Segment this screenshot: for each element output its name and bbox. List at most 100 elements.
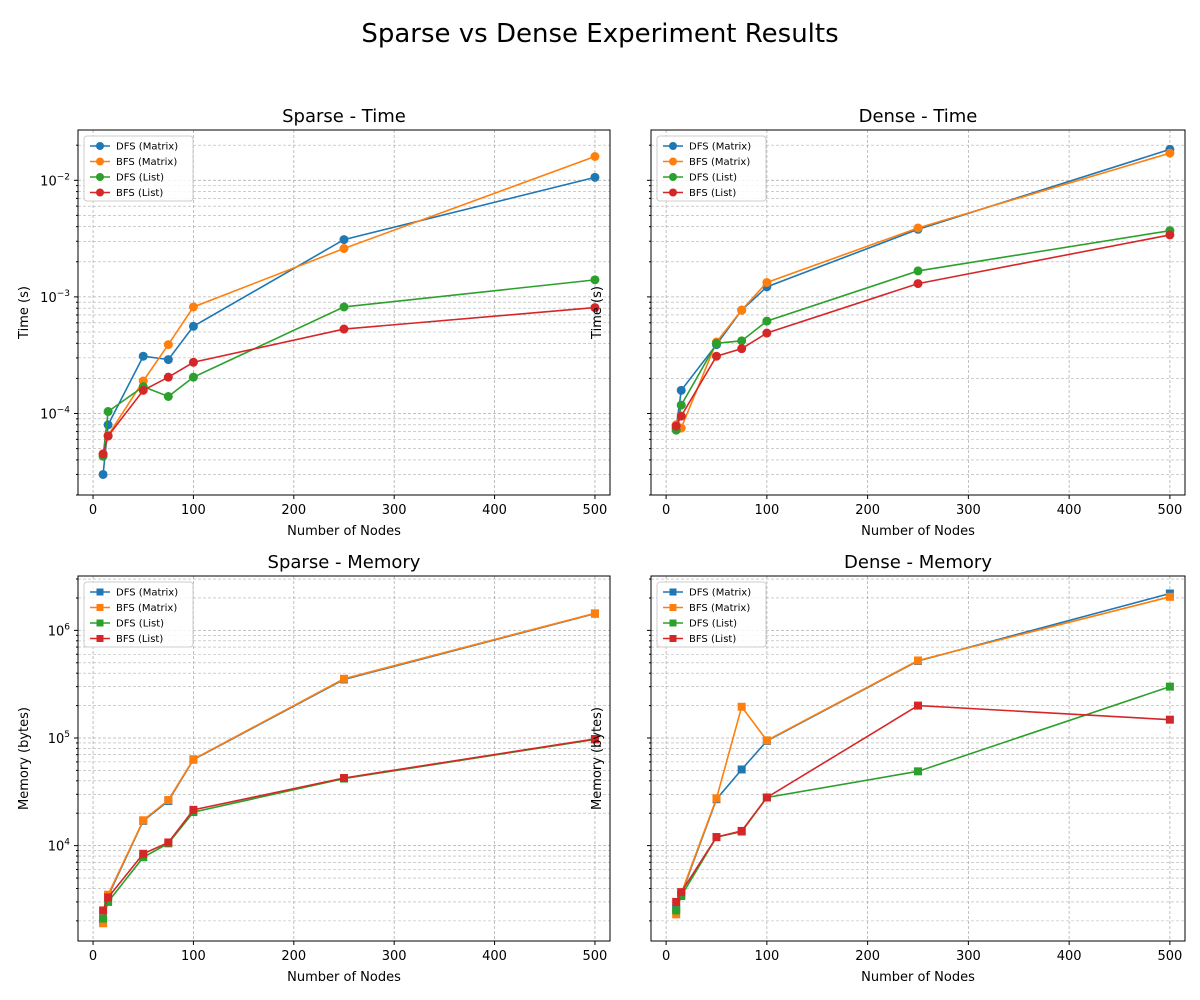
x-tick-label: 300	[382, 949, 407, 964]
legend-marker	[96, 142, 104, 150]
legend: DFS (Matrix) BFS (Matrix) DFS (List) BFS (L…	[656, 581, 767, 648]
data-point	[1165, 230, 1175, 240]
data-point	[139, 816, 148, 825]
data-point	[163, 372, 173, 382]
chart-2: 0 100 200 300 400 500 104 105 106 Sparse - Memory…	[17, 552, 611, 985]
data-point	[762, 328, 772, 338]
data-point	[339, 235, 349, 245]
x-tick-label: 500	[1157, 503, 1182, 518]
legend-marker	[669, 142, 677, 150]
plot-frame	[650, 129, 1186, 496]
legend-box	[656, 135, 767, 202]
data-point	[163, 391, 173, 401]
x-tick-label: 100	[754, 503, 779, 518]
series-bfs-list	[671, 230, 1175, 431]
data-point	[188, 357, 198, 367]
y-axis-label: Time (s)	[590, 286, 605, 340]
data-point	[711, 351, 721, 361]
legend-marker	[96, 619, 104, 627]
legend-box	[656, 581, 767, 648]
legend-label: BFS (Matrix)	[689, 157, 750, 168]
x-tick-label: 400	[1057, 949, 1082, 964]
x-tick-label: 100	[754, 949, 779, 964]
legend-label: BFS (List)	[116, 634, 163, 645]
data-point	[104, 893, 113, 902]
data-point	[340, 674, 348, 683]
data-point	[590, 172, 600, 182]
legend-label: DFS (List)	[116, 619, 164, 630]
x-tick-label: 500	[583, 949, 608, 964]
grid	[651, 576, 1185, 941]
legend-marker	[669, 619, 677, 627]
legend-label: DFS (Matrix)	[116, 588, 178, 599]
y-tick-label: 105	[48, 730, 70, 747]
grid	[78, 576, 610, 941]
legend-label: DFS (Matrix)	[689, 588, 751, 599]
figure-title: Sparse vs Dense Experiment Results	[361, 19, 838, 49]
data-point	[590, 151, 600, 161]
data-point	[914, 701, 922, 710]
data-point	[1165, 715, 1174, 724]
x-axis-label: Number of Nodes	[861, 970, 975, 985]
y-axis-label: Memory (bytes)	[590, 707, 605, 810]
y-tick-label: 10−4	[40, 405, 70, 422]
data-point	[672, 906, 681, 915]
y-tick-label: 10−2	[40, 172, 70, 189]
data-point	[913, 279, 923, 289]
legend-label: DFS (List)	[689, 173, 737, 184]
x-tick-label: 0	[89, 503, 97, 518]
legend-marker	[96, 588, 104, 596]
x-tick-label: 100	[181, 949, 206, 964]
x-tick-label: 300	[382, 503, 407, 518]
data-point	[189, 805, 198, 814]
data-point	[676, 385, 686, 395]
charts-container: 0 100 200 300 400 500 10−4 10−3 10−2 Sparse - Tim…	[17, 106, 1186, 985]
x-tick-label: 0	[662, 949, 670, 964]
y-axis-label: Time (s)	[17, 286, 32, 340]
data-point	[914, 767, 922, 776]
legend: DFS (Matrix) BFS (Matrix) DFS (List) BFS (L…	[83, 135, 194, 202]
data-point	[98, 469, 108, 479]
data-point	[103, 431, 113, 441]
data-point	[164, 838, 173, 847]
data-point	[189, 755, 198, 764]
data-point	[737, 826, 746, 835]
legend-marker	[669, 588, 677, 596]
chart-title: Dense - Memory	[844, 552, 992, 573]
data-point	[99, 906, 108, 915]
legend: DFS (Matrix) BFS (Matrix) DFS (List) BFS (L…	[83, 581, 194, 648]
data-point	[103, 420, 113, 430]
data-point	[913, 223, 923, 233]
chart-title: Sparse - Time	[282, 106, 406, 127]
y-axis-label: Memory (bytes)	[17, 707, 32, 810]
legend-marker	[96, 188, 104, 197]
data-point	[737, 344, 747, 354]
y-tick-label: 104	[48, 838, 71, 855]
legend-marker	[96, 604, 104, 611]
legend-marker	[96, 173, 104, 181]
legend-marker	[669, 635, 677, 642]
data-point	[737, 702, 746, 711]
data-point	[1165, 682, 1174, 691]
x-tick-label: 400	[482, 949, 507, 964]
data-point	[762, 277, 772, 287]
legend-marker	[669, 173, 677, 181]
data-point	[590, 303, 600, 313]
data-point	[164, 796, 173, 805]
chart-title: Dense - Time	[859, 106, 978, 127]
y-tick-label: 106	[48, 622, 71, 639]
x-tick-label: 0	[89, 949, 97, 964]
legend-label: BFS (Matrix)	[116, 603, 177, 614]
data-point	[712, 794, 721, 803]
data-point	[914, 656, 922, 665]
legend-marker	[669, 157, 677, 166]
plot-frame	[77, 575, 611, 942]
data-point	[762, 736, 771, 745]
x-axis-label: Number of Nodes	[287, 970, 401, 985]
legend-label: BFS (Matrix)	[689, 603, 750, 614]
legend-label: BFS (Matrix)	[116, 157, 177, 168]
x-axis-label: Number of Nodes	[861, 524, 975, 539]
grid	[651, 130, 1185, 496]
